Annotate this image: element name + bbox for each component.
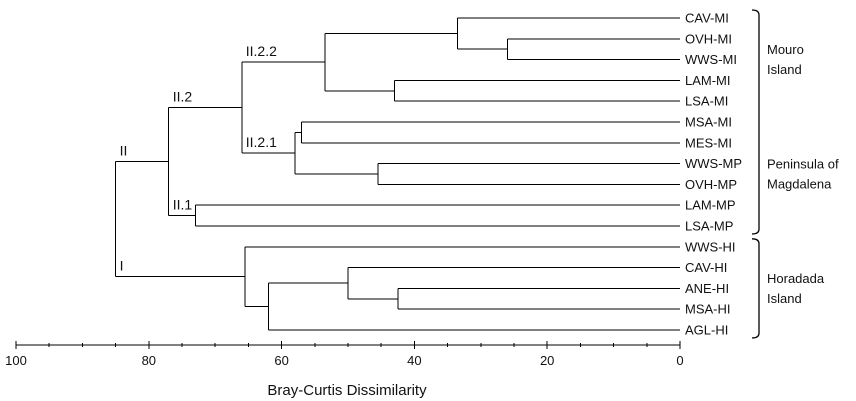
leaf-label: WWS-MP [685,156,742,171]
cluster-label: II.2 [173,89,193,105]
group-bracket [751,238,760,339]
leaf-label: LAM-MP [685,198,736,213]
cluster-label: II [120,143,128,159]
leaf-label: CAV-HI [685,260,727,275]
x-tick-label: 20 [540,353,554,368]
leaf-label: CAV-MI [685,11,729,26]
leaf-labels: CAV-MI OVH-MI WWS-MI LAM-MI LSA-MI MSA-MI MES-… [685,11,742,338]
group-bracket [751,9,760,235]
leaf-label: LAM-MI [685,73,731,88]
x-tick-label: 0 [676,353,683,368]
leaf-label: LSA-MI [685,94,728,109]
group-label: Mouro [767,42,804,57]
group-label: Island [767,291,802,306]
leaf-label: WWS-HI [685,239,736,254]
leaf-label: LSA-MP [685,219,733,234]
cluster-label: II.2.2 [246,43,277,59]
group-label: Horadada [767,271,825,286]
leaf-label: MSA-HI [685,302,731,317]
group-annotations: Mouro Island Peninsula of Magdalena Horadada… [751,9,839,339]
leaf-label: OVH-MP [685,177,737,192]
x-tick-label: 40 [407,353,421,368]
cluster-label: II.1 [173,197,193,213]
leaf-label: OVH-MI [685,31,732,46]
x-axis: 100 80 60 40 20 0 [5,341,684,368]
leaf-label: WWS-MI [685,52,737,67]
x-tick-label: 60 [274,353,288,368]
group-label: Island [767,62,802,77]
x-tick-label: 100 [5,353,27,368]
x-tick-label: 80 [142,353,156,368]
x-axis-title: Bray-Curtis Dissimilarity [267,382,427,399]
cluster-label: II.2.1 [246,134,277,150]
group-label: Peninsula of [767,157,839,172]
cluster-label: I [120,258,124,274]
leaf-label: ANE-HI [685,281,729,296]
leaf-label: AGL-HI [685,323,728,338]
leaf-label: MSA-MI [685,115,732,130]
group-label: Magdalena [767,177,832,192]
leaf-label: MES-MI [685,135,732,150]
